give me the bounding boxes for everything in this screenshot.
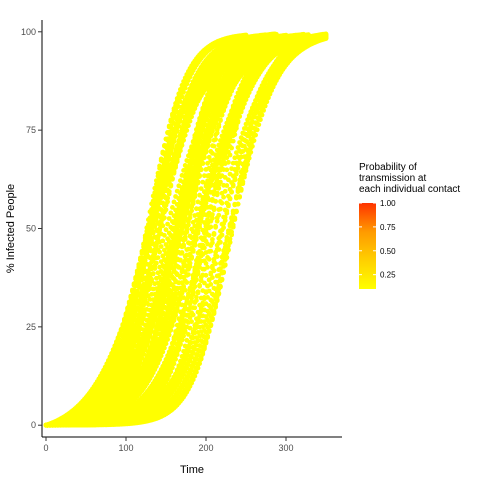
data-point (229, 219, 235, 225)
data-point (205, 160, 211, 166)
data-point (198, 186, 204, 192)
scatter-points (43, 31, 329, 428)
data-point (222, 241, 228, 247)
